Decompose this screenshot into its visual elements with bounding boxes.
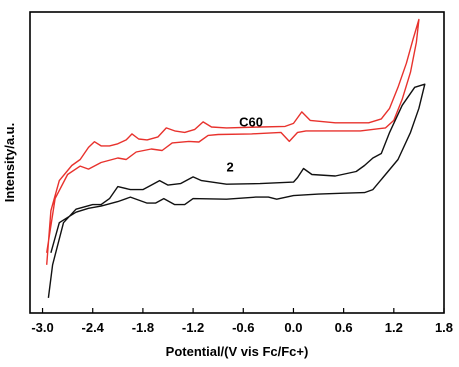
x-tick-label: 1.2 (385, 320, 403, 335)
x-tick-label: 0.0 (284, 320, 302, 335)
x-axis-label: Potential/(V vis Fc/Fc+) (166, 344, 309, 359)
y-axis-label: Intensity/a.u. (2, 123, 17, 202)
x-tick-label: 1.8 (435, 320, 453, 335)
series-layer (46, 18, 426, 298)
x-tick-label: -0.6 (232, 320, 254, 335)
series-annotation-c60: C60 (239, 114, 263, 129)
series-line-2 (47, 83, 426, 298)
series-line-c60 (46, 18, 420, 265)
x-tick-label: -1.2 (182, 320, 204, 335)
series-annotations: C60 2 (227, 114, 263, 174)
x-axis-ticks (41, 308, 445, 313)
x-tick-label: 0.6 (335, 320, 353, 335)
x-tick-label: -2.4 (82, 320, 105, 335)
x-tick-label: -3.0 (31, 320, 53, 335)
x-tick-label: -1.8 (132, 320, 154, 335)
x-axis-tick-labels: -3.0 -2.4 -1.8 -1.2 -0.6 0.0 0.6 1.2 1.8 (31, 320, 453, 335)
plot-frame (29, 11, 445, 314)
series-annotation-2: 2 (227, 160, 234, 175)
